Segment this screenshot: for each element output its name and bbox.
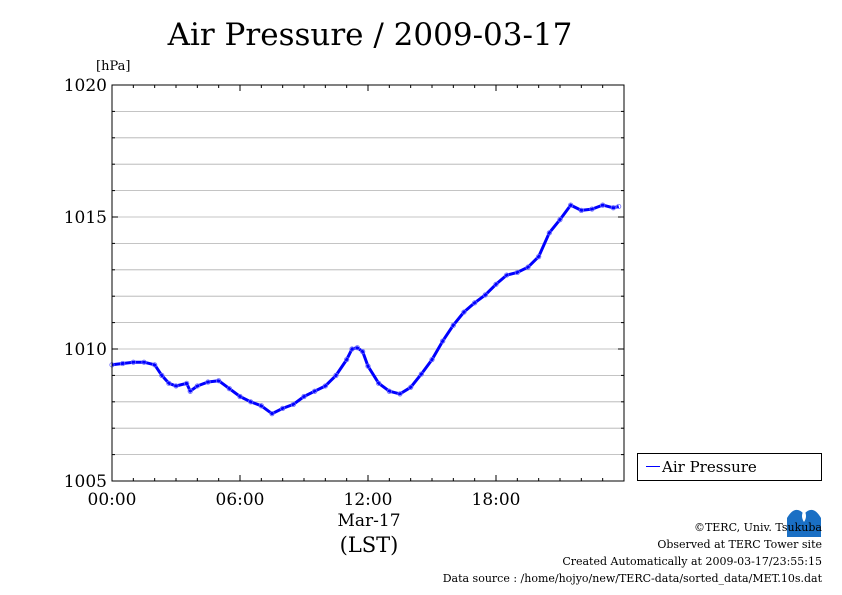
data-point [269, 411, 275, 417]
data-point [525, 264, 531, 270]
data-point [450, 322, 456, 328]
y-tick-label: 1020 [64, 76, 107, 96]
data-point [349, 346, 355, 352]
data-point [184, 380, 190, 386]
data-point [616, 203, 622, 210]
data-point [408, 384, 414, 390]
data-point [194, 383, 200, 389]
data-point [216, 378, 222, 384]
x-axis-date-label: Mar-17 [337, 511, 400, 531]
data-point [301, 393, 307, 400]
data-point [376, 380, 382, 386]
tick-labels: 1005 1010 1015 1020 00:00 06:00 12:00 18:00 [64, 76, 521, 510]
data-point [536, 254, 542, 260]
data-point [461, 309, 467, 315]
chart-title: Air Pressure / 2009-03-17 [167, 17, 573, 53]
data-point [166, 380, 172, 386]
y-axis-unit: [hPa] [96, 59, 130, 74]
credit-source: Data source : /home/hojyo/new/TERC-data/… [442, 572, 822, 585]
data-point [205, 379, 211, 385]
data-point [482, 292, 488, 298]
y-tick-label: 1015 [64, 208, 107, 228]
x-tick-label: 06:00 [216, 490, 265, 510]
series-line-air-pressure [111, 203, 620, 416]
y-tick-label: 1010 [64, 340, 107, 360]
legend-swatch [646, 466, 660, 467]
data-point [312, 388, 318, 394]
grid-lines [112, 111, 624, 456]
data-point [258, 403, 264, 409]
data-point [600, 202, 606, 208]
plot-frame [111, 84, 625, 482]
axis-ticks [111, 84, 625, 482]
data-point [344, 356, 350, 363]
data-point [159, 372, 165, 378]
data-point [130, 359, 136, 365]
y-tick-label: 1005 [64, 472, 107, 492]
data-point [514, 269, 520, 276]
data-point [280, 405, 286, 411]
data-point [187, 388, 193, 394]
data-point [397, 391, 403, 397]
series-layer [109, 202, 622, 417]
data-point [322, 383, 328, 389]
credit-created: Created Automatically at 2009-03-17/23:5… [562, 555, 822, 568]
data-point [173, 383, 179, 389]
data-point [610, 205, 616, 211]
x-axis-label: (LST) [340, 533, 399, 557]
data-point [589, 206, 595, 212]
data-point [237, 393, 243, 400]
x-tick-label: 18:00 [472, 490, 521, 510]
data-point [440, 338, 446, 344]
data-point [386, 388, 392, 394]
legend-label: Air Pressure [662, 458, 757, 476]
data-point [557, 217, 563, 223]
data-point [578, 207, 584, 213]
data-point [360, 349, 366, 355]
x-tick-label: 00:00 [88, 490, 137, 510]
terc-logo [785, 504, 823, 538]
data-point [354, 345, 360, 351]
data-point [226, 385, 232, 392]
data-point [504, 272, 510, 278]
data-point [152, 362, 158, 368]
data-point [248, 399, 254, 405]
data-point [418, 371, 424, 377]
data-point [365, 363, 371, 369]
data-point [493, 281, 499, 287]
data-point [472, 300, 478, 306]
legend: Air Pressure [637, 453, 822, 481]
data-point [141, 359, 147, 365]
data-point [333, 372, 339, 378]
x-tick-label: 12:00 [344, 490, 393, 510]
data-point [290, 401, 296, 408]
credit-copyright: ©TERC, Univ. Tsukuba [693, 521, 822, 534]
data-point [429, 356, 435, 363]
data-point [546, 230, 552, 236]
data-point [120, 360, 126, 367]
credit-observed: Observed at TERC Tower site [657, 538, 822, 551]
data-point [568, 202, 574, 208]
